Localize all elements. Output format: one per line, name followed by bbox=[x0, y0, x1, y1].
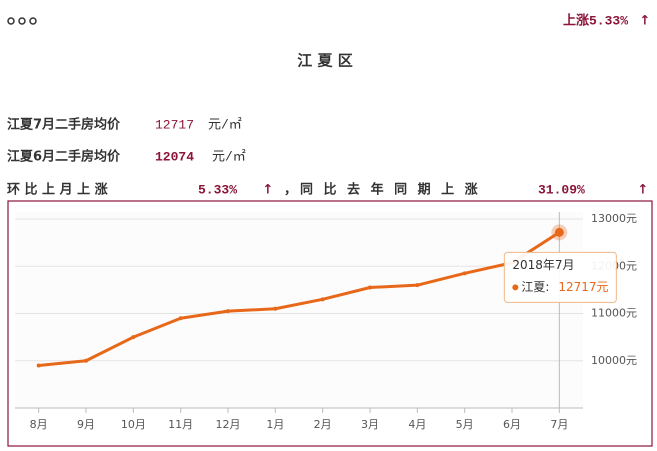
point bbox=[131, 335, 136, 340]
point bbox=[462, 271, 467, 276]
point bbox=[320, 297, 325, 302]
x-tick-label: 7月 bbox=[550, 418, 568, 431]
x-tick-label: 9月 bbox=[77, 418, 95, 431]
price-unit: 元/㎡ bbox=[212, 149, 246, 164]
point bbox=[36, 363, 41, 368]
tooltip bbox=[503, 251, 617, 303]
price-value: 12717 bbox=[155, 117, 194, 132]
point bbox=[273, 306, 278, 311]
x-tick-label: 2月 bbox=[314, 418, 332, 431]
tooltip-title: 2018年7月 bbox=[512, 258, 574, 272]
y-tick-label: 13000元 bbox=[591, 212, 637, 225]
tooltip-dot bbox=[512, 284, 519, 291]
point bbox=[415, 283, 420, 288]
point bbox=[84, 358, 88, 363]
y-tick-label: 10000元 bbox=[591, 354, 637, 367]
x-tick-label: 10月 bbox=[121, 418, 146, 431]
mom-value: 5.33% bbox=[198, 182, 237, 197]
mom-label: 环 比 上 月 上 涨 bbox=[7, 182, 108, 198]
price-label: 江夏6月二手房均价 bbox=[7, 149, 121, 165]
header-change: 上涨5.33% bbox=[563, 13, 628, 28]
header-arrow: ↑ bbox=[640, 14, 651, 29]
x-tick-label: 11月 bbox=[168, 418, 193, 431]
price-label: 江夏7月二手房均价 bbox=[7, 117, 121, 133]
plot-area bbox=[15, 212, 583, 408]
district-title: 江 夏 区 bbox=[297, 52, 352, 70]
x-tick-label: 1月 bbox=[266, 418, 284, 431]
x-tick-label: 8月 bbox=[30, 418, 48, 431]
x-tick-label: 6月 bbox=[503, 418, 521, 431]
tooltip-label: 江夏: bbox=[521, 280, 549, 294]
point bbox=[368, 285, 372, 290]
value-label: 12717元 bbox=[558, 280, 608, 294]
x-tick-label: 4月 bbox=[408, 418, 426, 431]
chart: 10000元11000元12000元13000元8月9月10月11月12月1月2… bbox=[15, 212, 637, 431]
point bbox=[178, 316, 183, 321]
point bbox=[226, 309, 230, 314]
yoy-arrow: ↑ bbox=[638, 183, 649, 198]
point bbox=[554, 227, 564, 237]
series-line bbox=[38, 231, 561, 367]
x-tick-label: 12月 bbox=[216, 418, 241, 431]
dots-icon bbox=[7, 17, 37, 25]
x-tick-label: 3月 bbox=[361, 418, 379, 431]
y-tick-label: 11000元 bbox=[591, 307, 637, 320]
chart-frame bbox=[7, 200, 653, 447]
yoy-value: 31.09% bbox=[538, 182, 585, 197]
yoy-label: ，同 比 去 年 同 期 上 涨 bbox=[284, 182, 481, 198]
price-value: 12074 bbox=[155, 149, 194, 164]
x-tick-label: 5月 bbox=[456, 418, 474, 431]
mom-arrow: ↑ bbox=[263, 183, 274, 198]
price-unit: 元/㎡ bbox=[208, 117, 242, 132]
